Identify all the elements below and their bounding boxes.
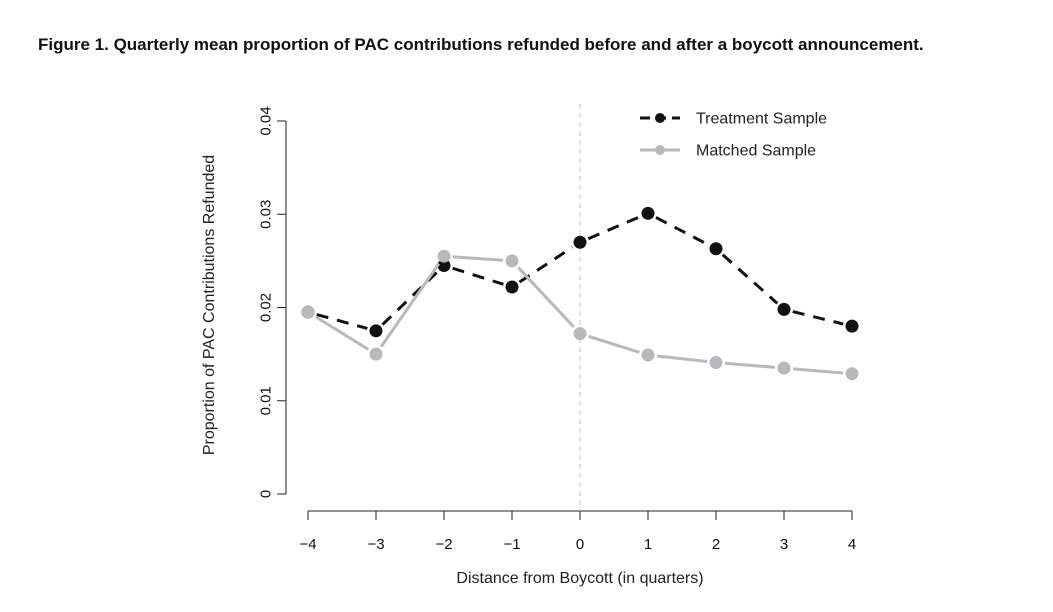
data-point — [845, 367, 859, 381]
x-tick-label: −3 — [367, 536, 384, 553]
x-axis-label: Distance from Boycott (in quarters) — [456, 570, 703, 587]
x-tick-label: −1 — [503, 536, 520, 553]
series-line-segment — [316, 313, 368, 330]
x-tick-label: −2 — [435, 536, 452, 553]
legend-item: Treatment Sample — [640, 111, 827, 128]
data-point — [641, 348, 655, 362]
series-line-segment — [721, 253, 779, 305]
data-point — [845, 319, 859, 333]
series-line-segment — [655, 216, 709, 246]
y-axis-label: Proportion of PAC Contributions Refunded — [201, 155, 218, 455]
data-point — [369, 324, 383, 338]
data-point — [573, 235, 587, 249]
figure-title: Figure 1. Quarterly mean proportion of P… — [38, 35, 924, 54]
data-point — [505, 280, 519, 294]
series-line-segment — [452, 266, 504, 286]
data-point — [641, 206, 655, 220]
x-tick-label: 2 — [712, 536, 720, 553]
data-point — [505, 254, 519, 268]
y-tick-label: 0.02 — [257, 293, 274, 322]
series-layer — [301, 206, 859, 381]
y-tick-label: 0.04 — [257, 106, 274, 135]
series-matched — [301, 249, 859, 381]
data-point — [369, 347, 383, 361]
series-line-segment — [314, 315, 370, 351]
data-point — [709, 356, 723, 370]
series-line-segment — [792, 310, 844, 326]
x-tick-label: 1 — [644, 536, 652, 553]
series-line-segment — [517, 266, 575, 329]
series-treatment — [301, 206, 859, 338]
data-point — [573, 327, 587, 341]
data-point — [777, 302, 791, 316]
data-point — [437, 259, 451, 273]
x-tick-label: −4 — [299, 536, 316, 553]
legend-marker — [655, 113, 665, 123]
data-point — [777, 361, 791, 375]
x-tick-label: 4 — [848, 536, 856, 553]
legend-label: Treatment Sample — [696, 111, 827, 128]
data-point — [301, 305, 315, 319]
series-line-segment — [792, 367, 844, 375]
data-point — [709, 242, 723, 256]
legend: Treatment Sample Matched Sample — [640, 111, 827, 160]
x-tick-label: 0 — [576, 536, 584, 553]
legend-label: Matched Sample — [696, 143, 816, 160]
x-axis: −4 −3 −2 −1 0 1 2 3 4 — [299, 510, 856, 553]
y-axis: 0 0.01 0.02 0.03 0.04 — [257, 106, 287, 498]
y-tick-label: 0 — [257, 490, 274, 498]
series-line-segment — [724, 361, 776, 369]
y-tick-label: 0.01 — [257, 386, 274, 415]
series-line-segment — [656, 354, 708, 364]
series-line-segment — [452, 255, 504, 262]
legend-marker — [655, 145, 665, 155]
series-line-segment — [587, 215, 641, 241]
x-tick-label: 3 — [780, 536, 788, 553]
legend-item: Matched Sample — [640, 143, 816, 160]
data-point — [437, 249, 451, 263]
y-tick-label: 0.03 — [257, 200, 274, 229]
series-line-segment — [379, 262, 441, 348]
series-line-segment — [588, 334, 640, 354]
